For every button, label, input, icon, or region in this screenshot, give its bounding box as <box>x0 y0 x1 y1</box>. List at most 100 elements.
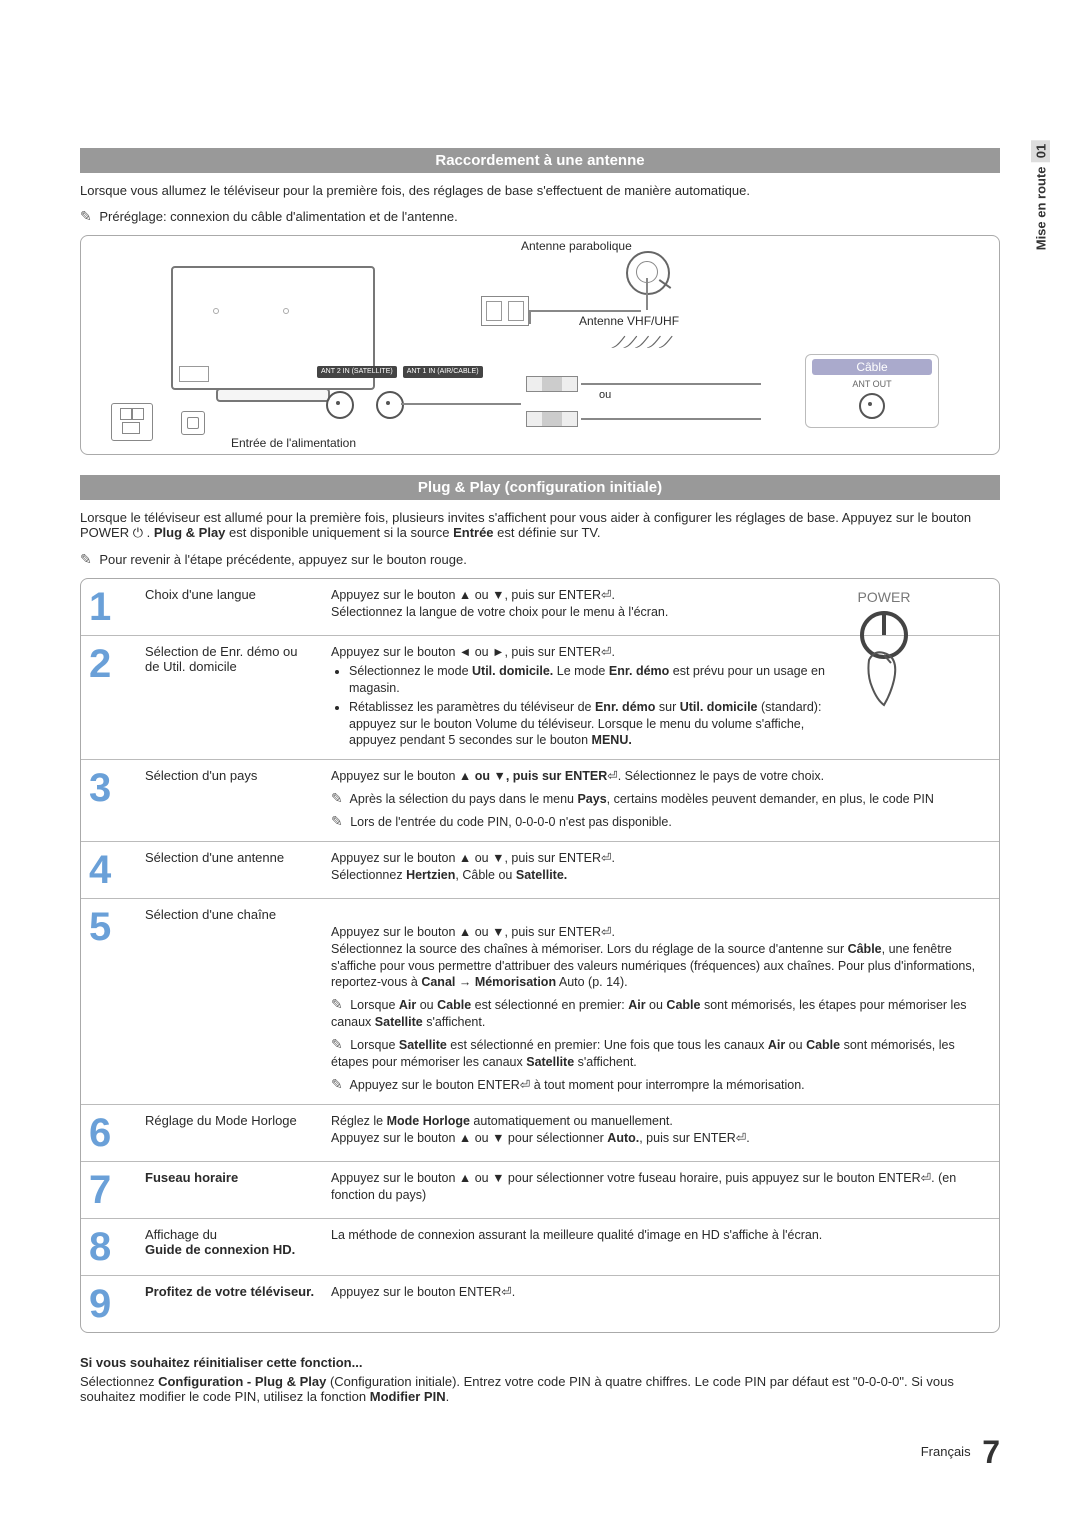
step3-note2: ✎ Lors de l'entrée du code PIN, 0-0-0-0 … <box>331 812 991 831</box>
step5-body: Appuyez sur le bouton ▲ ou ▼, puis sur E… <box>323 898 999 1104</box>
side-tab-label: Mise en route <box>1034 166 1049 250</box>
step-row-9: 9 Profitez de votre téléviseur. Appuyez … <box>81 1275 999 1332</box>
wire <box>646 278 648 310</box>
step9-body: Appuyez sur le bouton ENTER⏎. <box>323 1275 999 1332</box>
step1-title: Choix d'une langue <box>137 579 323 636</box>
power-button-diagram: POWER <box>839 589 929 718</box>
step8-num: 8 <box>81 1218 137 1275</box>
step7-body: Appuyez sur le bouton ▲ ou ▼ pour sélect… <box>323 1161 999 1218</box>
step-row-4: 4 Sélection d'une antenne Appuyez sur le… <box>81 841 999 898</box>
cable-box: Câble ANT OUT <box>805 354 939 428</box>
side-tab-number: 01 <box>1032 140 1051 162</box>
power-label: POWER <box>839 589 929 605</box>
step5-note2: ✎ Lorsque Satellite est sélectionné en p… <box>331 1035 991 1071</box>
step-row-7: 7 Fuseau horaire Appuyez sur le bouton ▲… <box>81 1161 999 1218</box>
steps-box: POWER 1 Choix d'une langue Appuyez sur l… <box>80 578 1000 1333</box>
note-icon: ✎ <box>331 1035 343 1054</box>
wire <box>531 310 641 312</box>
step3-note1: ✎ Après la sélection du pays dans le men… <box>331 789 991 808</box>
section2-note: ✎ Pour revenir à l'étape précédente, app… <box>80 551 1000 568</box>
step6-line1: Réglez le Mode Horloge automatiquement o… <box>331 1113 991 1130</box>
step6-title: Réglage du Mode Horloge <box>137 1104 323 1161</box>
step8-body: La méthode de connexion assurant la meil… <box>323 1218 999 1275</box>
note-icon: ✎ <box>331 789 343 808</box>
step4-num: 4 <box>81 841 137 898</box>
s2-intro-e: Entrée <box>453 525 493 540</box>
s2-intro-c: Plug & Play <box>154 525 226 540</box>
note-icon: ✎ <box>331 1075 343 1094</box>
step5-num: 5 <box>81 898 137 1104</box>
vhf-label: Antenne VHF/UHF <box>579 314 679 328</box>
step7-title: Fuseau horaire <box>137 1161 323 1218</box>
s2-intro-b: . <box>147 525 154 540</box>
s2-intro-f: est définie sur TV. <box>497 525 600 540</box>
note-icon: ✎ <box>80 551 92 568</box>
splitter-box <box>481 296 529 326</box>
page-number: 7 <box>982 1434 1000 1470</box>
cable-antout: ANT OUT <box>812 379 932 389</box>
section2-header: Plug & Play (configuration initiale) <box>80 475 1000 500</box>
note-icon: ✎ <box>331 995 343 1014</box>
note-icon: ✎ <box>331 812 343 831</box>
step1-num: 1 <box>81 579 137 636</box>
step2-num: 2 <box>81 636 137 760</box>
reset-title: Si vous souhaitez réinitialiser cette fo… <box>80 1355 1000 1370</box>
step2-title: Sélection de Enr. démo ou de Util. domic… <box>137 636 323 760</box>
step-row-6: 6 Réglage du Mode Horloge Réglez le Mode… <box>81 1104 999 1161</box>
step6-body: Réglez le Mode Horloge automatiquement o… <box>323 1104 999 1161</box>
antenna-diagram: ANT 2 IN (SATELLITE) ANT 1 IN (AIR/CABLE… <box>80 235 1000 455</box>
reset-body: Sélectionnez Configuration - Plug & Play… <box>80 1374 1000 1404</box>
port-labels: ANT 2 IN (SATELLITE) ANT 1 IN (AIR/CABLE… <box>317 366 483 378</box>
step-row-5: 5 Sélection d'une chaîne Appuyez sur le … <box>81 898 999 1104</box>
or-label: ou <box>599 389 611 401</box>
tv-stand <box>216 388 330 402</box>
step3-num: 3 <box>81 760 137 842</box>
coax-ports <box>326 391 404 419</box>
vhf-antenna-icon: ୵୵୵୵୵ <box>611 331 670 354</box>
wire <box>529 310 531 324</box>
section2-note-text: Pour revenir à l'étape précédente, appuy… <box>99 552 466 567</box>
step4-body: Appuyez sur le bouton ▲ ou ▼, puis sur E… <box>323 841 999 898</box>
step9-num: 9 <box>81 1275 137 1332</box>
step9-title: Profitez de votre téléviseur. <box>137 1275 323 1332</box>
step2-bullet1: Sélectionnez le mode Util. domicile. Le … <box>349 663 839 697</box>
step5-note3: ✎ Appuyez sur le bouton ENTER⏎ à tout mo… <box>331 1075 991 1094</box>
reset-footer: Si vous souhaitez réinitialiser cette fo… <box>80 1355 1000 1404</box>
dish-label: Antenne parabolique <box>521 239 632 253</box>
wire <box>401 403 521 405</box>
step4-line1: Appuyez sur le bouton ▲ ou ▼, puis sur E… <box>331 850 991 867</box>
wire <box>581 383 761 385</box>
section1-intro: Lorsque vous allumez le téléviseur pour … <box>80 183 1000 198</box>
cable-title: Câble <box>812 359 932 375</box>
step2-line1: Appuyez sur le bouton ◄ ou ►, puis sur E… <box>331 644 839 661</box>
power-plug <box>181 411 205 435</box>
connector-1 <box>526 376 578 392</box>
page-footer: Français 7 <box>80 1434 1000 1471</box>
cable-coax-icon <box>859 393 885 419</box>
page-lang: Français <box>921 1444 971 1459</box>
step8-title: Affichage du Guide de connexion HD. <box>137 1218 323 1275</box>
power-entry-label: Entrée de l'alimentation <box>231 436 356 450</box>
step1-text: Appuyez sur le bouton ▲ ou ▼, puis sur E… <box>331 588 668 619</box>
section1-header: Raccordement à une antenne <box>80 148 1000 173</box>
coax-port-sat <box>326 391 354 419</box>
step5-title: Sélection d'une chaîne <box>137 898 323 1104</box>
step4-title: Sélection d'une antenne <box>137 841 323 898</box>
step-row-8: 8 Affichage du Guide de connexion HD. La… <box>81 1218 999 1275</box>
step7-num: 7 <box>81 1161 137 1218</box>
step6-num: 6 <box>81 1104 137 1161</box>
port-label-satellite: ANT 2 IN (SATELLITE) <box>317 366 397 378</box>
power-button-icon <box>839 605 929 715</box>
step-row-3: 3 Sélection d'un pays Appuyez sur le bou… <box>81 760 999 842</box>
step3-title: Sélection d'un pays <box>137 760 323 842</box>
connector-2 <box>526 411 578 427</box>
step2-bullet2: Rétablissez les paramètres du téléviseur… <box>349 699 839 750</box>
step3-line1: Appuyez sur le bouton ▲ ou ▼, puis sur E… <box>331 768 991 785</box>
satellite-dish-icon <box>626 251 670 295</box>
power-symbol-icon: ⏻ <box>133 525 143 540</box>
step6-line2: Appuyez sur le bouton ▲ ou ▼ pour sélect… <box>331 1130 991 1147</box>
section1-note-text: Préréglage: connexion du câble d'aliment… <box>99 209 457 224</box>
step3-body: Appuyez sur le bouton ▲ ou ▼, puis sur E… <box>323 760 999 842</box>
step5-p1: Appuyez sur le bouton ▲ ou ▼, puis sur E… <box>331 907 991 991</box>
step4-line2: Sélectionnez Hertzien, Câble ou Satellit… <box>331 867 991 884</box>
